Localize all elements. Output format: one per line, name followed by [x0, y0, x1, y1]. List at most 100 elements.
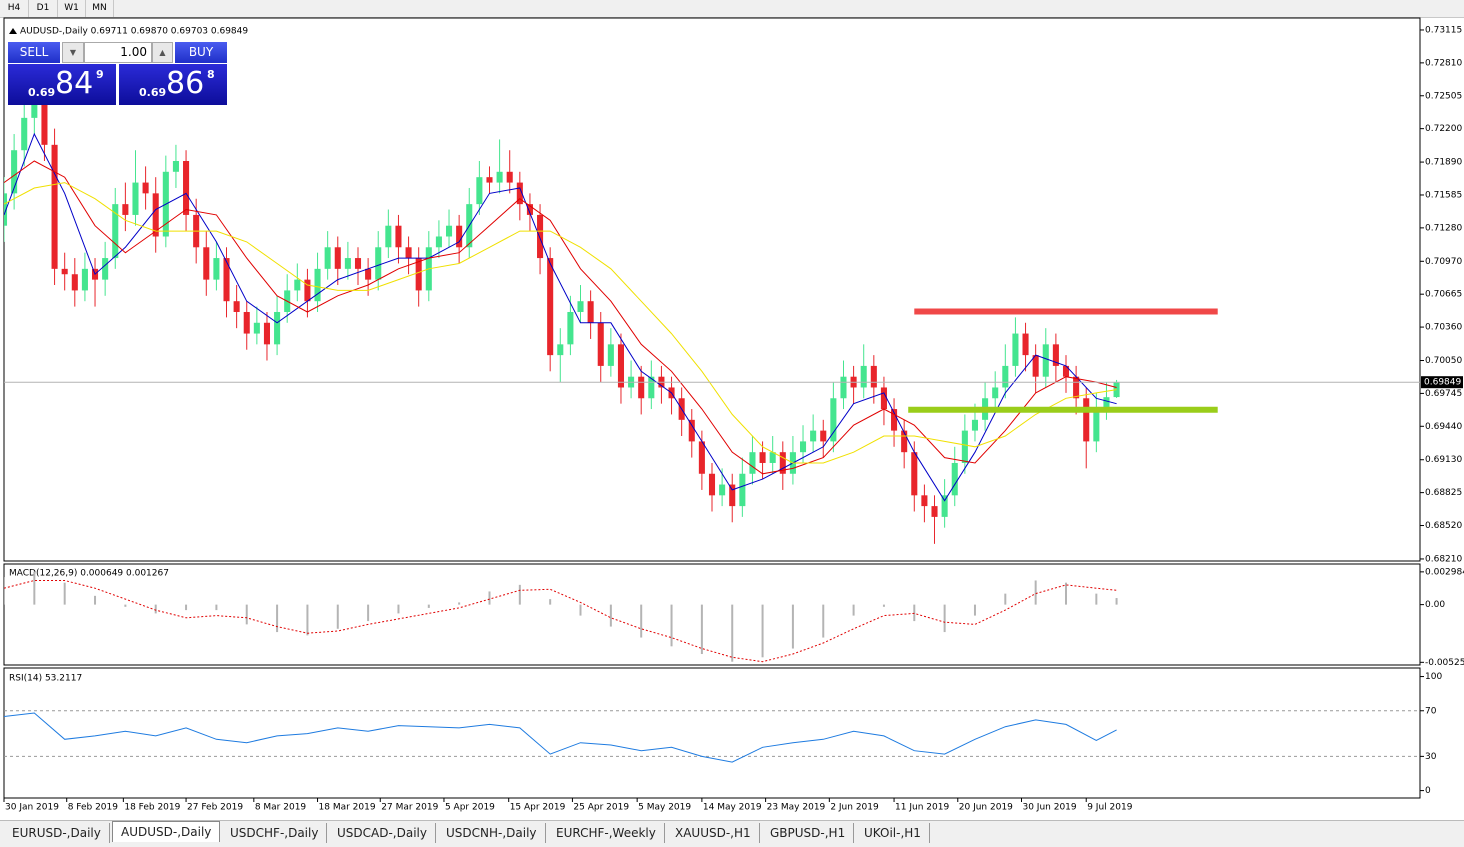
x-tick-label: 11 Jun 2019: [895, 803, 949, 813]
y-tick-label: 0.72200: [1425, 124, 1462, 134]
price-prefix: 0.69: [139, 86, 167, 99]
sell-price[interactable]: 0.69 84 9: [8, 64, 116, 105]
x-tick-label: 18 Mar 2019: [319, 803, 376, 813]
y-tick-label: 0.72810: [1425, 58, 1462, 68]
candle-body: [587, 301, 594, 323]
candle-body: [334, 247, 341, 269]
candle-body: [1022, 333, 1029, 356]
moving-average: [4, 160, 1117, 475]
y-tick-label: 0.70970: [1425, 257, 1462, 267]
candle-body: [951, 462, 958, 496]
candle-body: [992, 387, 999, 399]
candle-body: [860, 365, 867, 388]
x-tick-label: 8 Feb 2019: [68, 803, 119, 813]
candle-body: [769, 452, 776, 463]
candle-body: [263, 322, 271, 345]
y-tick-label: 0.70050: [1425, 356, 1462, 366]
timeframe-tab[interactable]: D1: [29, 0, 58, 17]
candle-body: [931, 506, 938, 517]
candle-body: [183, 161, 190, 215]
symbol-tab[interactable]: GBPUSD-,H1: [762, 823, 855, 843]
candle-body: [405, 247, 412, 259]
symbol-tab[interactable]: USDCAD-,Daily: [329, 823, 436, 843]
candle-body: [1012, 333, 1019, 366]
collapse-icon[interactable]: [9, 28, 17, 34]
y-tick-label: 0.69130: [1425, 455, 1462, 465]
candle-body: [395, 225, 402, 248]
candle-body: [51, 144, 58, 269]
candle-body: [61, 268, 68, 275]
volume-input[interactable]: 1.00: [84, 42, 152, 63]
candle-body: [820, 430, 827, 442]
timeframe-tab[interactable]: H4: [0, 0, 29, 17]
price-fraction: 8: [207, 68, 215, 81]
candle-body: [415, 258, 422, 291]
volume-down[interactable]: ▼: [62, 42, 84, 63]
candle-body: [142, 182, 149, 194]
x-tick-label: 14 May 2019: [703, 803, 762, 813]
candle-body: [243, 311, 250, 334]
candle-body: [486, 177, 493, 183]
candle-body: [81, 268, 88, 291]
symbol-tab[interactable]: AUDUSD-,Daily: [112, 821, 221, 842]
price-prefix: 0.69: [28, 86, 56, 99]
candle-body: [749, 452, 756, 474]
candle-body: [213, 258, 220, 280]
candle-body: [708, 473, 716, 496]
current-price-label: 0.69849: [1424, 378, 1461, 388]
y-tick-label: 0.002984: [1425, 567, 1464, 577]
candle-body: [1073, 376, 1080, 399]
candle-body: [203, 247, 210, 280]
indicator-line: [4, 712, 1117, 763]
timeframe-tab[interactable]: MN: [86, 0, 114, 17]
candle-body: [435, 236, 442, 248]
candle-body: [41, 101, 48, 145]
candle-body: [1083, 398, 1090, 442]
candle-body: [648, 376, 655, 399]
moving-average: [4, 132, 1117, 502]
candle-body: [607, 344, 614, 366]
symbol-tab[interactable]: XAUUSD-,H1: [667, 823, 760, 843]
candle-body: [476, 177, 483, 205]
x-tick-label: 15 Apr 2019: [510, 803, 566, 813]
candle-body: [253, 322, 260, 334]
candle-body: [961, 430, 968, 463]
x-tick-label: 30 Jan 2019: [5, 803, 59, 813]
candle-body: [911, 452, 918, 496]
candle-body: [233, 301, 240, 312]
candle-body: [739, 473, 746, 507]
candle-body: [1093, 409, 1100, 442]
symbol-tab[interactable]: EURUSD-,Daily: [4, 823, 110, 843]
sell-button[interactable]: SELL: [8, 42, 60, 63]
candle-body: [324, 247, 331, 269]
candle-body: [304, 279, 311, 302]
y-tick-label: 30: [1425, 752, 1437, 762]
rsi-title: RSI(14) 53.2117: [9, 674, 82, 684]
candle-body: [870, 365, 877, 388]
symbol-tab[interactable]: EURCHF-,Weekly: [548, 823, 665, 843]
panel-plot: [4, 571, 1118, 663]
buy-button[interactable]: BUY: [175, 42, 227, 63]
candle-body: [971, 419, 979, 431]
candle-body: [799, 441, 807, 453]
candle-body: [638, 376, 645, 399]
timeframe-tab[interactable]: W1: [58, 0, 86, 17]
candle-body: [152, 193, 159, 237]
symbol-tab[interactable]: USDCNH-,Daily: [438, 823, 546, 843]
volume-up[interactable]: ▲: [152, 42, 173, 63]
x-tick-label: 5 Apr 2019: [445, 803, 495, 813]
buy-price[interactable]: 0.69 86 8: [119, 64, 227, 105]
symbol-tab[interactable]: UKOil-,H1: [856, 823, 930, 843]
y-tick-label: 0.71280: [1425, 223, 1462, 233]
current-price-box: [1421, 376, 1463, 389]
x-tick-label: 25 Apr 2019: [573, 803, 629, 813]
candle-body: [1002, 365, 1009, 388]
candle-body: [941, 495, 948, 517]
symbol-tab[interactable]: USDCHF-,Daily: [222, 823, 328, 843]
y-tick-label: 0.71585: [1425, 190, 1462, 200]
x-tick-label: 5 May 2019: [638, 803, 691, 813]
candle-body: [779, 452, 786, 474]
candle-body: [719, 484, 726, 496]
y-tick-label: 0.00: [1425, 600, 1445, 610]
